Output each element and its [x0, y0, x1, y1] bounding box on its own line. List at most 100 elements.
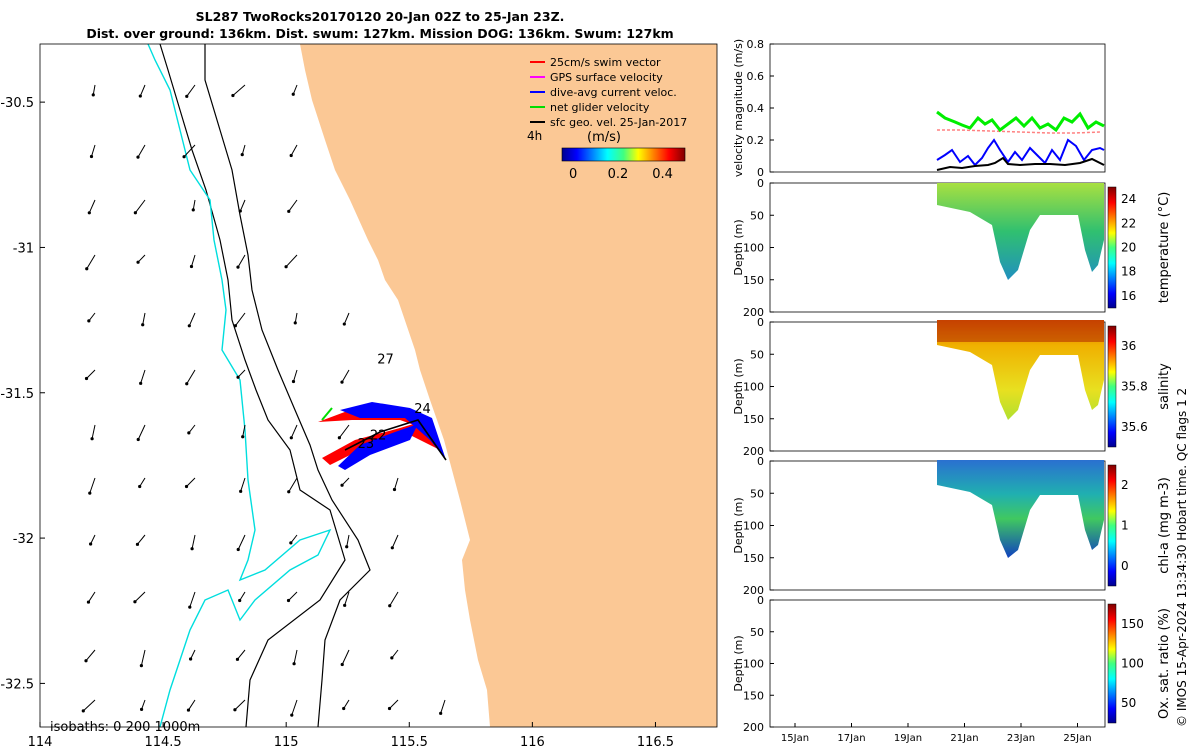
panel-colorbar-tick-label: 50 — [1121, 696, 1136, 710]
salinity-section — [937, 320, 1104, 420]
time-tick-label: 19Jan — [894, 733, 922, 744]
vector-arrow-head — [293, 321, 297, 325]
legend-label: 25cm/s swim vector — [550, 56, 661, 69]
map-axis-ticks: 114 114.5 115 115.5 116 116.5 -30.5 -31 -31.5 -32… — [0, 96, 674, 750]
vector-arrow — [237, 649, 246, 660]
panel-y-tick-label: 50 — [750, 209, 764, 222]
vector-arrow-head — [136, 155, 140, 159]
panel-y-tick-label: 100 — [743, 520, 764, 533]
vector-arrow — [242, 424, 246, 437]
vector-arrow — [341, 477, 350, 486]
vector-arrow-head — [292, 662, 296, 666]
vector-arrow-head — [136, 260, 140, 264]
panel-frame-oxygen — [769, 599, 1106, 728]
panel-colorbar-tick-label: 150 — [1121, 617, 1144, 631]
map-y-tick-label: -31.5 — [0, 387, 34, 402]
panel-y-tick-label: 0 — [757, 316, 764, 329]
vector-arrow — [288, 199, 298, 212]
land-area — [300, 44, 717, 727]
colorbar-title: (m/s) — [587, 130, 621, 145]
time-tick-label: 21Jan — [950, 733, 978, 744]
vector-arrow-head — [139, 707, 144, 711]
isobath-0m — [147, 44, 332, 727]
panel-y-tick-label: 0.2 — [747, 134, 765, 147]
vector-arrow-head — [236, 547, 240, 552]
vector-arrow-head — [390, 546, 394, 550]
vector-arrow — [192, 199, 196, 210]
vector-arrow — [188, 424, 196, 434]
vector-arrow — [139, 477, 146, 487]
velocity-series — [936, 110, 1105, 171]
panel-colorbar-tick-label: 18 — [1121, 265, 1136, 279]
vector-arrow-head — [139, 381, 143, 385]
vector-arrow-head — [84, 376, 89, 381]
vector-arrow — [237, 254, 246, 268]
vector-arrow — [140, 369, 146, 384]
vector-arrow-head — [182, 155, 186, 159]
map-x-tick-label: 116.5 — [637, 735, 674, 750]
velocity-current-line — [936, 138, 1105, 167]
vector-arrow — [89, 477, 96, 494]
velocity-swim-line — [937, 129, 1101, 134]
panel-colorbar-tick-label: 24 — [1121, 192, 1136, 206]
vector-arrow — [190, 649, 196, 660]
vector-arrow-head — [340, 662, 344, 667]
chla-section — [937, 460, 1104, 558]
glider-net-vector — [321, 407, 333, 421]
vector-arrow-head — [241, 435, 245, 439]
panel-colorbar-tick-label: 22 — [1121, 216, 1136, 230]
salinity-surface-layer — [937, 320, 1104, 342]
vector-arrow — [237, 534, 246, 550]
figure-title: SL287 TwoRocks20170120 20-Jan 02Z to 25-… — [0, 8, 760, 42]
vector-arrow-head — [388, 604, 392, 608]
panel-ylabel: Depth (m) — [732, 497, 745, 553]
panel-y-tick-label: 50 — [750, 487, 764, 500]
panel-y-tick-label: 0.6 — [747, 70, 765, 83]
vector-arrow-head — [138, 94, 142, 98]
isobath-label: isobaths: 0 200 1000m — [50, 720, 200, 735]
panel-ylabel: Depth (m) — [732, 635, 745, 691]
vector-arrow-head — [138, 484, 142, 489]
panel-colorbar-tick-label: 35.8 — [1121, 380, 1148, 394]
colorbar-tick-label: 0 — [569, 167, 577, 182]
time-tick-label: 17Jan — [837, 733, 865, 744]
colorbar-tick-label: 0.2 — [608, 167, 629, 182]
legend-label: sfc geo. vel. 25-Jan-2017 — [550, 116, 687, 129]
panel-colorbar-tick-label: 20 — [1121, 241, 1136, 255]
vector-arrow-head — [139, 663, 144, 668]
vector-arrow — [240, 477, 246, 492]
vector-arrow — [137, 534, 146, 545]
vector-arrow — [186, 369, 196, 384]
temperature-section — [937, 183, 1104, 280]
map-x-tick-label: 116 — [520, 735, 545, 750]
vector-arrow-head — [185, 382, 189, 386]
vector-arrow-head — [390, 656, 394, 660]
panel-y-tick-label: 0 — [757, 177, 764, 190]
vector-arrow-head — [87, 319, 91, 323]
vector-arrow — [86, 254, 96, 269]
vector-arrow — [292, 84, 298, 95]
vector-arrow — [137, 254, 146, 263]
vector-arrow — [291, 699, 298, 716]
vector-arrow-head — [343, 603, 347, 607]
vector-arrow — [391, 534, 399, 548]
vector-arrow-head — [345, 545, 349, 549]
vector-arrow-head — [342, 706, 346, 711]
vector-arrow-head — [392, 487, 397, 492]
vector-arrow — [82, 699, 96, 712]
vector-arrow — [239, 591, 246, 601]
vector-arrow-head — [135, 542, 140, 546]
time-tick-label: 15Jan — [781, 733, 809, 744]
map-x-tick-label: 114 — [28, 735, 53, 750]
vector-arrow-head — [240, 153, 244, 157]
map-panel: 114 114.5 115 115.5 116 116.5 -30.5 -31 -31.5 -32… — [0, 43, 718, 750]
panel-ylabel: Depth (m) — [732, 358, 745, 414]
vector-arrow-head — [91, 93, 95, 97]
vector-arrow — [189, 591, 196, 608]
vector-arrow-head — [136, 437, 140, 442]
vector-arrow-head — [289, 436, 293, 440]
panel-colorbar-tick-label: 36 — [1121, 339, 1136, 353]
panel-colorbar-tick-label: 0 — [1121, 559, 1129, 573]
vector-arrow-head — [236, 375, 240, 379]
vector-arrow-head — [188, 605, 192, 609]
